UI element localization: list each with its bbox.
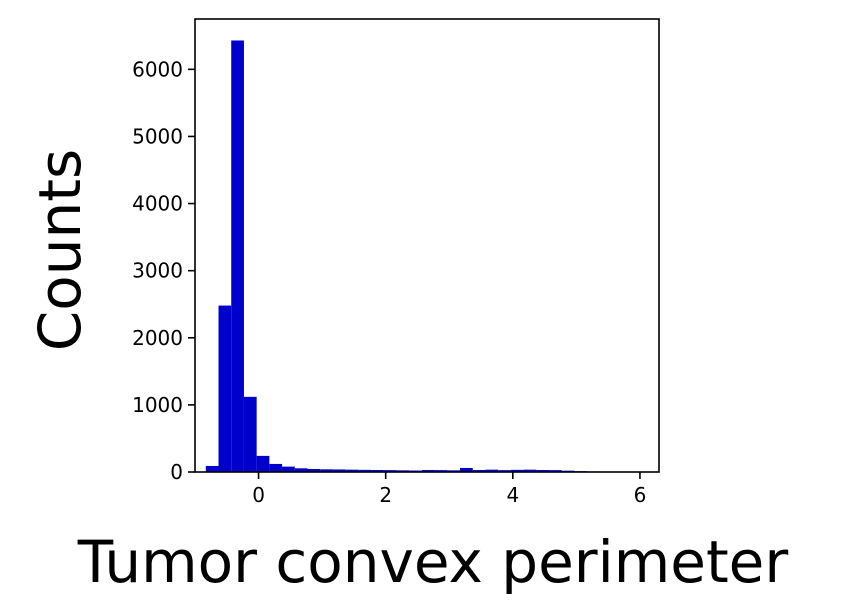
y-tick-label: 3000 <box>132 259 183 283</box>
histogram-bar <box>256 455 270 472</box>
histogram-bar <box>320 469 333 472</box>
histogram-bar <box>523 469 537 472</box>
histogram-bar <box>498 470 511 472</box>
histogram-bar <box>472 469 486 472</box>
histogram-bar <box>434 470 448 472</box>
x-tick-label: 4 <box>506 483 519 507</box>
histogram-bar <box>243 396 257 472</box>
y-tick-label: 2000 <box>132 326 183 350</box>
histogram-bar <box>421 469 435 472</box>
x-tick-label: 0 <box>252 483 265 507</box>
histogram-bar <box>307 468 321 472</box>
histogram-bar <box>396 470 410 472</box>
histogram-bar <box>536 469 550 472</box>
histogram-bars <box>205 40 639 472</box>
y-axis-ticks: 0 1000 2000 3000 4000 5000 6000 <box>132 57 195 484</box>
histogram-bar <box>358 469 372 472</box>
x-axis-ticks: 0 2 4 6 <box>252 472 646 507</box>
histogram-bar <box>447 470 461 472</box>
histogram-bar <box>371 469 384 472</box>
y-axis-title: Counts <box>26 149 94 351</box>
y-tick-label: 0 <box>170 460 183 484</box>
histogram-bar <box>269 463 283 472</box>
histogram-bar <box>345 469 359 472</box>
histogram-bar <box>510 469 524 472</box>
y-tick-label: 4000 <box>132 192 183 216</box>
histogram-bar <box>205 465 219 472</box>
x-tick-label: 6 <box>634 483 647 507</box>
histogram-bar <box>383 470 397 472</box>
histogram-bar <box>231 40 244 472</box>
x-axis-title: Tumor convex perimeter <box>77 528 789 596</box>
y-tick-label: 1000 <box>132 393 183 417</box>
plot-area-frame <box>194 18 660 473</box>
y-tick-label: 6000 <box>132 57 183 81</box>
histogram-bar <box>485 469 499 472</box>
histogram-bar <box>218 305 232 472</box>
x-tick-label: 2 <box>379 483 392 507</box>
histogram-bar <box>549 470 562 472</box>
histogram-bar <box>294 468 308 472</box>
histogram-bar <box>460 467 473 472</box>
histogram-bar <box>282 466 295 472</box>
y-tick-label: 5000 <box>132 124 183 148</box>
histogram-bar <box>332 469 346 472</box>
